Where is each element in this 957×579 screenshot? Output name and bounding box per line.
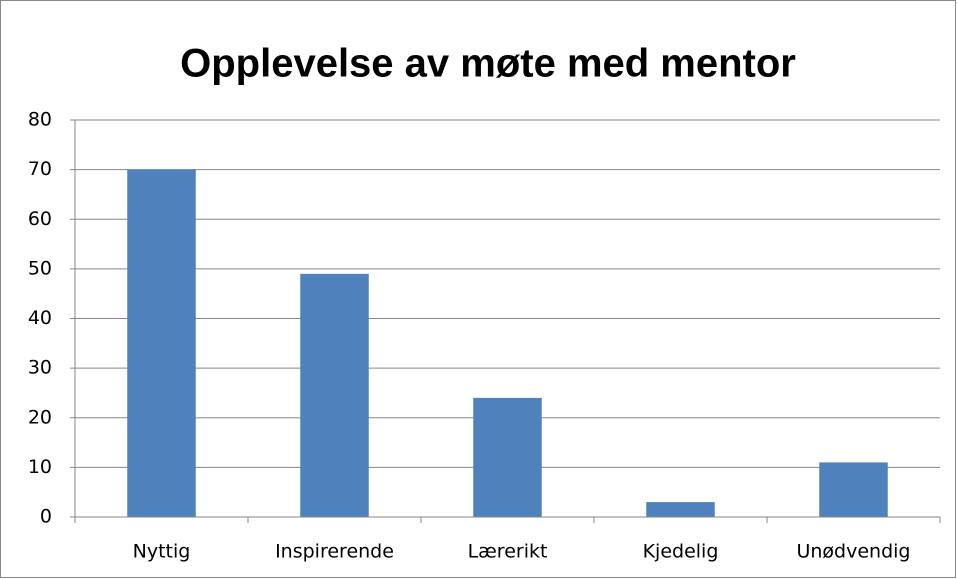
chart-title: Opplevelse av møte med mentor bbox=[180, 42, 796, 86]
bar bbox=[819, 462, 888, 517]
y-tick-label: 50 bbox=[28, 257, 52, 279]
y-tick-label: 30 bbox=[28, 357, 52, 379]
bar bbox=[127, 169, 196, 517]
bar bbox=[473, 397, 542, 517]
y-tick-label: 0 bbox=[40, 506, 52, 528]
x-tick-label: Nyttig bbox=[133, 541, 191, 563]
x-tick-label: Lærerikt bbox=[468, 541, 548, 563]
bar bbox=[646, 502, 715, 517]
x-tick-label: Inspirerende bbox=[275, 541, 394, 563]
y-tick-label: 10 bbox=[28, 456, 52, 478]
x-tick-label: Kjedelig bbox=[643, 541, 719, 563]
y-tick-label: 80 bbox=[28, 109, 52, 131]
x-tick-label: Unødvendig bbox=[796, 541, 910, 563]
y-tick-label: 40 bbox=[28, 307, 52, 329]
y-tick-label: 60 bbox=[28, 208, 52, 230]
bar bbox=[300, 273, 369, 517]
y-tick-label: 20 bbox=[28, 406, 52, 428]
y-tick-label: 70 bbox=[28, 158, 52, 180]
